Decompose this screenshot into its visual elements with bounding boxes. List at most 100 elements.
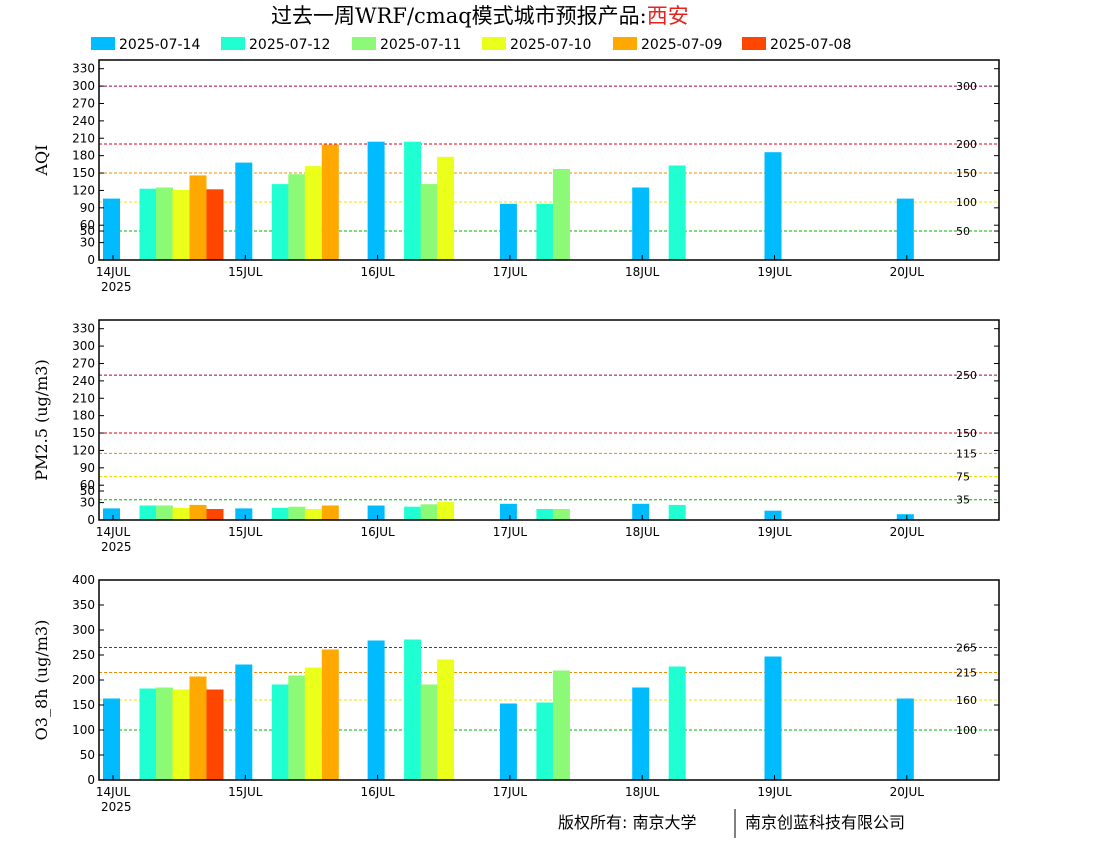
reference-label-200: 200 (956, 138, 977, 151)
y-tick-label: 50 (80, 484, 95, 498)
bar-2025-07-14-15JUL (235, 508, 253, 520)
chart-title-city: 西安 (647, 4, 689, 28)
bar-2025-07-14-16JUL (367, 141, 385, 260)
bar-2025-07-12-17JUL (536, 702, 554, 780)
y-tick-label: 60 (80, 478, 95, 492)
x-tick-label-18JUL: 18JUL (625, 525, 660, 539)
bar-2025-07-12-16JUL (404, 639, 422, 780)
x-tick-label-17JUL: 17JUL (493, 265, 528, 279)
y-tick-label: 60 (80, 218, 95, 232)
x-tick-label-15JUL: 15JUL (228, 265, 263, 279)
y-tick-label: 30 (80, 496, 95, 510)
y-axis-label: PM2.5 (ug/m3) (32, 359, 51, 480)
bar-2025-07-09-14JUL (189, 504, 207, 520)
x-tick-label-19JUL: 19JUL (757, 265, 792, 279)
bar-2025-07-14-18JUL (632, 187, 650, 260)
x-tick-label-19JUL: 19JUL (757, 525, 792, 539)
legend: 2025-07-14 2025-07-12 2025-07-11 2025-07-10… (91, 37, 851, 53)
bar-2025-07-12-15JUL (271, 184, 289, 260)
y-tick-label: 270 (72, 96, 95, 110)
bar-2025-07-10-15JUL (304, 509, 322, 520)
x-tick-label-15JUL: 15JUL (228, 785, 263, 799)
y-tick-label: 350 (72, 598, 95, 612)
reference-label-160: 160 (956, 694, 977, 707)
bar-2025-07-09-14JUL (189, 175, 207, 260)
y-tick-label: 0 (87, 773, 95, 787)
y-tick-label: 120 (72, 183, 95, 197)
bar-2025-07-08-14JUL (206, 189, 224, 260)
legend-swatch-2025-07-14 (91, 37, 115, 50)
bar-2025-07-14-19JUL (764, 656, 782, 780)
bar-2025-07-12-16JUL (404, 141, 422, 260)
y-tick-label: 150 (72, 166, 95, 180)
bar-2025-07-10-15JUL (304, 667, 322, 780)
bar-2025-07-11-16JUL (420, 184, 438, 260)
chart-title-main: 过去一周WRF/cmaq模式城市预报产品: (271, 4, 647, 28)
bar-2025-07-14-14JUL (103, 198, 120, 260)
x-year-label: 2025 (101, 800, 132, 814)
x-tick-label-16JUL: 16JUL (360, 525, 395, 539)
x-tick-label-15JUL: 15JUL (228, 525, 263, 539)
bar-2025-07-14-20JUL (896, 698, 914, 780)
bar-2025-07-10-16JUL (437, 156, 455, 260)
bar-2025-07-14-19JUL (764, 510, 782, 520)
footer: 版权所有: 南京大学 南京创蓝科技有限公司 (558, 809, 905, 838)
x-tick-label-20JUL: 20JUL (890, 265, 925, 279)
reference-label-100: 100 (956, 196, 977, 209)
x-tick-label-14JUL: 14JUL (96, 785, 131, 799)
legend-swatch-2025-07-08 (742, 37, 766, 50)
y-tick-label: 0 (87, 253, 95, 267)
y-tick-label: 300 (72, 623, 95, 637)
y-tick-label: 270 (72, 356, 95, 370)
legend-swatch-2025-07-10 (482, 37, 506, 50)
y-tick-label: 180 (72, 149, 95, 163)
bar-2025-07-09-14JUL (189, 676, 207, 780)
bar-2025-07-11-14JUL (156, 687, 173, 780)
bar-2025-07-14-17JUL (499, 503, 517, 520)
y-tick-label: 200 (72, 673, 95, 687)
bar-2025-07-14-18JUL (632, 687, 650, 780)
bar-2025-07-12-15JUL (271, 684, 289, 780)
y-tick-label: 330 (72, 62, 95, 76)
x-tick-label-20JUL: 20JUL (890, 525, 925, 539)
legend-label-2025-07-10: 2025-07-10 (510, 37, 591, 53)
bar-2025-07-14-16JUL (367, 640, 385, 780)
x-year-label: 2025 (101, 280, 132, 294)
y-tick-label: 210 (72, 131, 95, 145)
bar-2025-07-10-14JUL (172, 689, 190, 780)
bar-2025-07-11-14JUL (156, 187, 173, 260)
x-year-label: 2025 (101, 540, 132, 554)
y-tick-label: 0 (87, 513, 95, 527)
bar-2025-07-14-14JUL (103, 508, 120, 520)
reference-label-265: 265 (956, 642, 977, 655)
x-tick-label-14JUL: 14JUL (96, 265, 131, 279)
legend-label-2025-07-14: 2025-07-14 (119, 37, 200, 53)
bar-2025-07-14-18JUL (632, 503, 650, 520)
legend-swatch-2025-07-09 (613, 37, 637, 50)
bar-2025-07-12-16JUL (404, 506, 422, 520)
chart-panels: 3002001501005003050609012015018021024027… (32, 59, 1000, 814)
x-tick-label-18JUL: 18JUL (625, 785, 660, 799)
reference-label-150: 150 (956, 167, 977, 180)
bar-2025-07-09-15JUL (321, 505, 339, 520)
bar-2025-07-12-14JUL (139, 688, 157, 780)
y-tick-label: 330 (72, 322, 95, 336)
bar-2025-07-12-17JUL (536, 203, 554, 260)
x-tick-label-17JUL: 17JUL (493, 785, 528, 799)
panel-frame (98, 59, 1000, 261)
panel-3: 265 215 160 100 0 50 100 150 200 250 300 350 400 14JU… (32, 573, 1000, 814)
y-tick-label: 180 (72, 409, 95, 423)
reference-label-115: 115 (956, 447, 977, 460)
legend-label-2025-07-12: 2025-07-12 (249, 37, 330, 53)
reference-label-35: 35 (956, 494, 970, 507)
panel-1: 3002001501005003050609012015018021024027… (32, 59, 1000, 294)
footer-company: 南京创蓝科技有限公司 (745, 813, 905, 832)
bar-2025-07-14-20JUL (896, 198, 914, 260)
bar-2025-07-11-17JUL (552, 169, 570, 260)
footer-copyright: 版权所有: 南京大学 (558, 813, 696, 832)
y-tick-label: 150 (72, 426, 95, 440)
reference-label-100: 100 (956, 724, 977, 737)
legend-label-2025-07-11: 2025-07-11 (380, 37, 461, 53)
